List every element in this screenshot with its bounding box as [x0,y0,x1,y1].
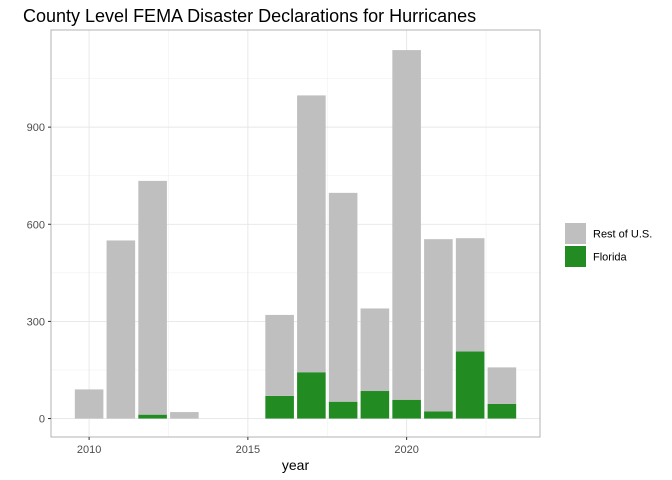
y-tick-label: 900 [27,122,45,134]
plot-border [50,29,541,438]
x-axis-title: year [282,457,310,473]
legend-label: Florida [593,252,628,264]
bar-rest-of-us-2011 [106,240,136,419]
bar-rest-of-us-2023 [487,367,517,404]
bar-rest-of-us-2017 [297,95,326,373]
x-tick-label: 2015 [236,444,260,456]
chart-title: County Level FEMA Disaster Declarations … [23,6,476,26]
legend: Rest of U.S. Florida [565,223,652,267]
y-tick-label: 600 [27,219,45,231]
bar-rest-of-us-2013 [170,412,199,419]
bar-rest-of-us-2021 [424,239,453,412]
bar-rest-of-us-2022 [455,238,485,352]
bar-florida-2019 [360,391,390,419]
bar-rest-of-us-2019 [360,308,390,392]
y-tick-label: 0 [39,414,45,426]
bar-rest-of-us-2010 [74,389,104,419]
bar-rest-of-us-2016 [265,314,294,396]
x-axis: 2010 2015 2020 [77,437,419,456]
bar-florida-2021 [424,411,453,419]
bar-florida-2023 [487,403,517,419]
bar-florida-2016 [265,395,294,419]
bar-florida-2020 [392,399,421,419]
y-axis: 0 300 600 900 [27,122,51,426]
x-tick-label: 2020 [394,444,418,456]
bar-rest-of-us-2020 [392,50,421,400]
bar-rest-of-us-2018 [328,192,358,402]
x-tick-label: 2010 [77,444,101,456]
bar-florida-2022 [455,351,485,419]
bar-florida-2017 [297,372,326,419]
legend-label: Rest of U.S. [593,229,652,241]
bar-florida-2018 [328,401,358,419]
legend-key-florida [565,246,586,267]
legend-key-rest-of-u-s [565,223,586,244]
bar-florida-2012 [138,414,167,419]
y-tick-label: 300 [27,316,45,328]
bar-rest-of-us-2012 [138,180,167,415]
bars [74,50,517,419]
